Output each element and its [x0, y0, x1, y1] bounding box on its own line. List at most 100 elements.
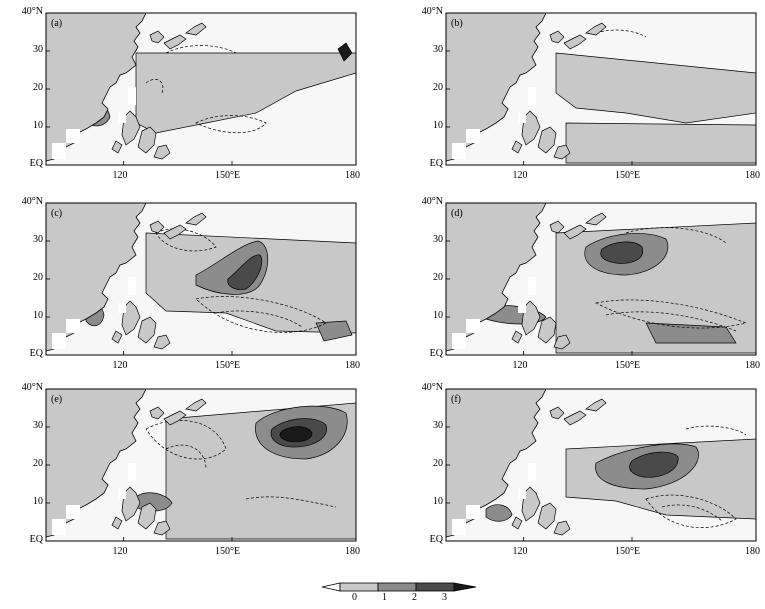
masked-cell	[128, 277, 136, 295]
island	[185, 398, 207, 412]
masked-cell	[518, 489, 526, 499]
island	[137, 126, 157, 154]
lat-tick-label: 10	[33, 120, 43, 131]
land-mass	[45, 12, 147, 162]
masked-cell	[528, 277, 536, 295]
shaded-contour-level-3	[600, 241, 644, 264]
lat-tick-label: EQ	[429, 534, 443, 545]
island	[153, 520, 171, 536]
lon-tick-label: 120	[112, 170, 128, 181]
negative-contour	[685, 425, 747, 436]
island	[537, 126, 557, 154]
lat-tick-label: 10	[433, 120, 443, 131]
island	[511, 330, 523, 344]
masked-cell	[518, 113, 526, 123]
land-mass	[45, 202, 147, 352]
lon-tick-label: 180	[345, 546, 360, 557]
lon-tick-label: 180	[745, 170, 760, 181]
shaded-contour-level-3	[227, 254, 263, 290]
negative-contour	[605, 311, 737, 332]
lat-tick-label: 20	[33, 82, 43, 93]
map-panel-c: (c) 40°N 30 20 10 EQ 120 150°E 180	[5, 196, 375, 382]
negative-contour	[645, 494, 737, 528]
lat-tick-label: 30	[433, 420, 443, 431]
map-panel-b: (b) 40°N 30 20 10 EQ 120 150°E 180	[405, 6, 765, 192]
panel-label-f: (f)	[451, 394, 461, 405]
island	[521, 486, 541, 522]
shaded-contour-level-1	[565, 122, 757, 164]
masked-cell	[66, 129, 80, 143]
colorbar-label-1: 1	[382, 592, 387, 603]
lat-tick-label: 30	[433, 44, 443, 55]
island	[563, 224, 587, 240]
lat-tick-label: 40°N	[21, 6, 43, 17]
lon-tick-label: 150°E	[615, 360, 641, 371]
lon-tick-label: 150°E	[615, 546, 641, 557]
masked-cell	[518, 303, 526, 313]
lon-tick-label: 150°E	[215, 360, 241, 371]
lat-tick-label: 10	[433, 496, 443, 507]
lat-tick-label: EQ	[29, 534, 43, 545]
island	[137, 316, 157, 344]
land-mass	[445, 388, 547, 538]
shaded-contour-level-4	[279, 426, 313, 443]
island	[149, 220, 165, 234]
lon-tick-label: 120	[112, 360, 128, 371]
shaded-contour-level-4	[337, 42, 353, 62]
negative-contour	[145, 79, 164, 94]
map-panel-a: (a) 40°N 30 20 10 EQ 120 150°E 180	[5, 6, 375, 192]
lon-tick-label: 150°E	[615, 170, 641, 181]
masked-cell	[466, 505, 480, 519]
masked-cell	[452, 143, 466, 159]
negative-contour	[595, 29, 647, 38]
negative-contour	[594, 299, 748, 329]
lon-tick-label: 180	[745, 546, 760, 557]
lat-tick-label: 40°N	[421, 382, 443, 393]
shaded-contour-level-2	[485, 504, 513, 522]
map-plot-e	[45, 388, 357, 542]
masked-cell	[452, 519, 466, 535]
island	[537, 502, 557, 530]
negative-contour	[165, 45, 237, 54]
island	[553, 520, 571, 536]
masked-cell	[52, 519, 66, 535]
island	[163, 34, 187, 50]
masked-cell	[66, 319, 80, 333]
lat-tick-label: 20	[33, 458, 43, 469]
masked-cell	[128, 463, 136, 481]
lon-tick-label: 150°E	[215, 170, 241, 181]
island	[185, 212, 207, 226]
negative-contour	[195, 296, 327, 333]
island	[149, 30, 165, 44]
masked-cell	[452, 333, 466, 349]
map-plot-d	[445, 202, 757, 356]
island	[149, 406, 165, 420]
masked-cell	[128, 87, 136, 105]
island	[549, 406, 565, 420]
masked-cell	[52, 333, 66, 349]
masked-cell	[466, 319, 480, 333]
colorbar-label-3: 3	[442, 592, 447, 603]
island	[521, 300, 541, 336]
map-plot-b	[445, 12, 757, 166]
lat-tick-label: 10	[33, 310, 43, 321]
masked-cell	[118, 489, 126, 499]
land-mass	[445, 202, 547, 352]
lat-tick-label: EQ	[29, 348, 43, 359]
lat-tick-label: 20	[433, 272, 443, 283]
negative-contour	[215, 310, 303, 328]
colorbar: 0 1 2 3	[320, 580, 480, 604]
island	[121, 300, 141, 336]
lat-tick-label: 10	[433, 310, 443, 321]
island	[111, 140, 123, 154]
negative-contour	[195, 115, 267, 134]
island	[185, 22, 207, 36]
island	[563, 410, 587, 426]
lon-tick-label: 120	[512, 170, 528, 181]
colorbar-graphic	[321, 582, 477, 592]
land-mass	[445, 12, 547, 162]
negative-contour	[165, 444, 207, 470]
island	[511, 140, 523, 154]
island	[537, 316, 557, 344]
lat-tick-label: 30	[433, 234, 443, 245]
